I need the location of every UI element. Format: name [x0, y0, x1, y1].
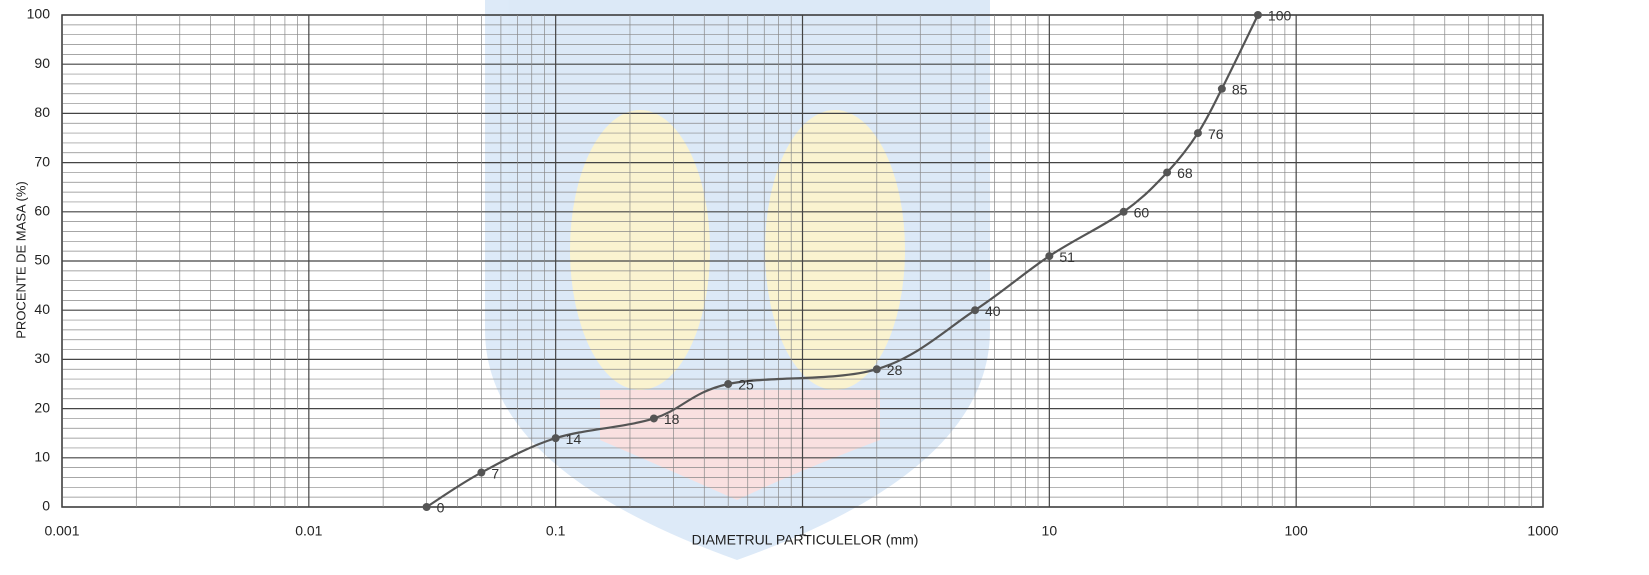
x-tick-label: 0.01 — [295, 523, 322, 539]
data-label: 40 — [985, 303, 1001, 319]
data-point — [873, 365, 881, 373]
y-tick-label: 40 — [34, 301, 50, 317]
y-tick-label: 70 — [34, 153, 50, 169]
y-tick-label: 50 — [34, 252, 50, 268]
data-point — [971, 306, 979, 314]
data-label: 0 — [437, 500, 445, 516]
data-label: 76 — [1208, 126, 1224, 142]
x-tick-label: 0.1 — [546, 523, 566, 539]
data-label: 7 — [491, 465, 499, 481]
data-point — [1254, 11, 1262, 19]
chart: 01020304050607080901000.0010.010.1110100… — [0, 0, 1649, 575]
data-point — [477, 469, 485, 477]
data-label: 28 — [887, 362, 903, 378]
data-label: 85 — [1232, 82, 1248, 98]
x-axis-label: DIAMETRUL PARTICULELOR (mm) — [692, 532, 919, 548]
y-tick-label: 60 — [34, 203, 50, 219]
data-label: 18 — [664, 411, 680, 427]
data-point — [1163, 168, 1171, 176]
data-point — [1194, 129, 1202, 137]
x-tick-label: 100 — [1284, 523, 1308, 539]
data-label: 60 — [1134, 205, 1150, 221]
data-label: 14 — [566, 431, 582, 447]
x-tick-label: 0.001 — [44, 523, 79, 539]
x-tick-label: 10 — [1042, 523, 1058, 539]
y-axis-label: PROCENTE DE MASA (%) — [13, 181, 28, 338]
data-point — [552, 434, 560, 442]
x-tick-label: 1000 — [1527, 523, 1558, 539]
data-point — [1218, 85, 1226, 93]
data-point — [1120, 208, 1128, 216]
data-point — [724, 380, 732, 388]
y-tick-label: 100 — [27, 6, 51, 22]
data-point — [650, 414, 658, 422]
y-tick-label: 30 — [34, 350, 50, 366]
data-label: 100 — [1268, 8, 1292, 24]
y-tick-label: 0 — [42, 498, 50, 514]
y-tick-label: 90 — [34, 55, 50, 71]
data-label: 51 — [1059, 249, 1075, 265]
y-tick-label: 10 — [34, 449, 50, 465]
data-label: 68 — [1177, 165, 1193, 181]
data-label: 25 — [738, 377, 754, 393]
y-tick-label: 80 — [34, 104, 50, 120]
data-point — [423, 503, 431, 511]
data-point — [1045, 252, 1053, 260]
y-tick-label: 20 — [34, 399, 50, 415]
page: {"chart_data": {"type": "line", "x_label… — [0, 0, 1649, 575]
